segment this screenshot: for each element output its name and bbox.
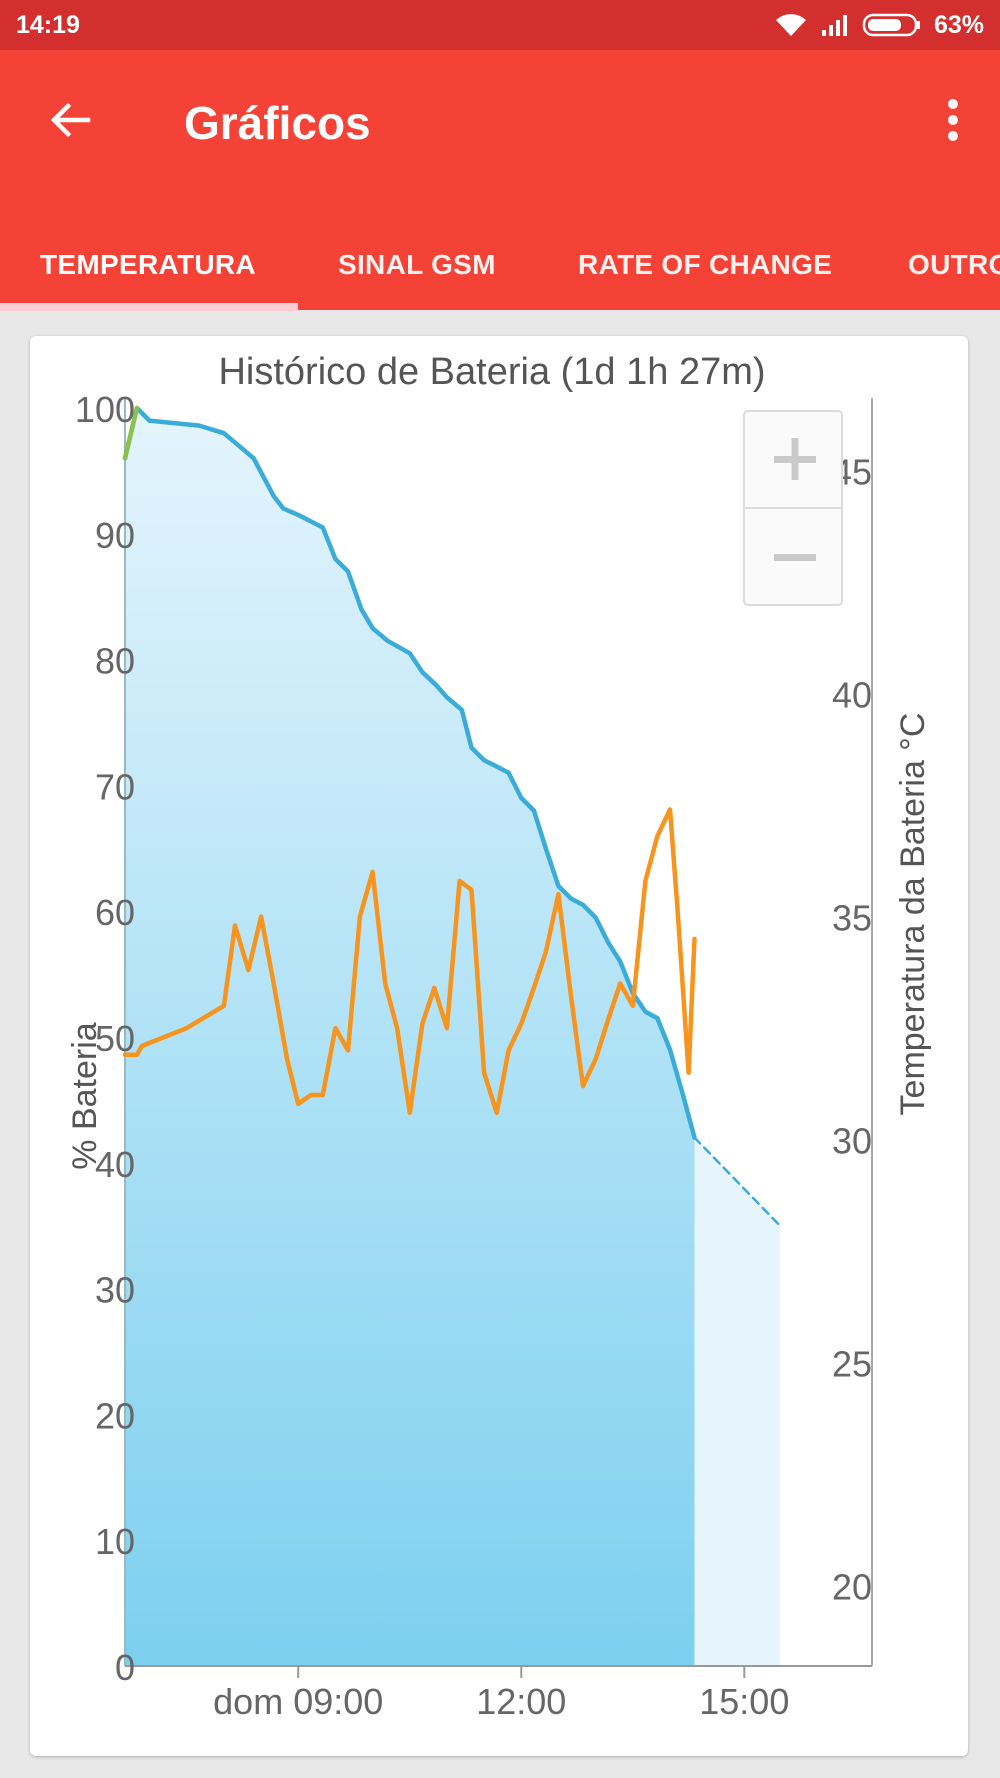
arrow-back-icon [50, 102, 91, 138]
status-time: 14:19 [16, 10, 80, 39]
plus-icon [774, 438, 816, 480]
x-tick-label: 12:00 [476, 1681, 566, 1722]
battery-area [125, 408, 695, 1666]
y2-axis-label: Temperatura da Bateria °C [894, 713, 932, 1116]
signal-icon [821, 15, 847, 36]
tab-bar: TEMPERATURA SINAL GSM RATE OF CHANGE OUT… [0, 225, 1000, 310]
battery-percent: 63% [933, 10, 984, 39]
chart-title: Histórico de Bateria (1d 1h 27m) [218, 351, 765, 393]
more-options-button[interactable] [928, 90, 978, 150]
tab-sinal-gsm[interactable]: SINAL GSM [338, 249, 496, 280]
zoom-in-button[interactable] [746, 413, 840, 506]
tab-rate-of-change[interactable]: RATE OF CHANGE [578, 249, 833, 280]
series-line-0 [122, 405, 697, 1140]
chart-card: 0 10 20 30 40 50 60 70 80 90 100 20 25 30 35 40 45 dom 09… [30, 336, 968, 1756]
series-line-2 [122, 405, 140, 461]
y2-tick-label: 20 [832, 1567, 872, 1608]
page-title: Gráficos [184, 97, 371, 149]
wifi-icon [775, 14, 806, 36]
y-tick-label: 30 [95, 1270, 135, 1311]
battery-icon [862, 13, 920, 37]
y2-tick-label: 25 [832, 1344, 872, 1385]
y-tick-label: 50 [95, 1018, 135, 1059]
zoom-controls [743, 410, 843, 606]
y-axis-label: % Bateria [66, 1022, 104, 1169]
tab-outro[interactable]: OUTRO [908, 249, 1000, 280]
projection-area [694, 1137, 780, 1666]
y-tick-label: 60 [95, 892, 135, 933]
y-tick-label: 0 [115, 1647, 135, 1688]
series-line-1 [693, 1136, 782, 1227]
status-bar: 14:19 63% [0, 0, 1000, 50]
y2-tick-label: 40 [832, 675, 872, 716]
tab-indicator [0, 303, 298, 311]
series-line-3 [122, 807, 697, 1116]
y-tick-label: 20 [95, 1395, 135, 1436]
back-button[interactable] [40, 90, 100, 150]
y-tick-label: 70 [95, 766, 135, 807]
y2-tick-label: 30 [832, 1121, 872, 1162]
zoom-out-button[interactable] [746, 510, 840, 603]
tab-temperatura[interactable]: TEMPERATURA [40, 249, 256, 280]
more-vert-icon [948, 99, 958, 141]
x-tick-label: dom 09:00 [213, 1681, 383, 1722]
y-tick-label: 90 [95, 515, 135, 556]
y-tick-label: 80 [95, 641, 135, 682]
app-bar: Gráficos TEMPERATURA SINAL GSM RATE OF C… [0, 50, 1000, 311]
y-tick-label: 40 [95, 1144, 135, 1185]
x-tick-label: 15:00 [699, 1681, 789, 1722]
y-tick-label: 100 [75, 389, 135, 430]
status-icons: 63% [774, 11, 984, 40]
minus-icon [774, 554, 816, 561]
y-tick-label: 10 [95, 1521, 135, 1562]
y2-tick-label: 35 [832, 898, 872, 939]
